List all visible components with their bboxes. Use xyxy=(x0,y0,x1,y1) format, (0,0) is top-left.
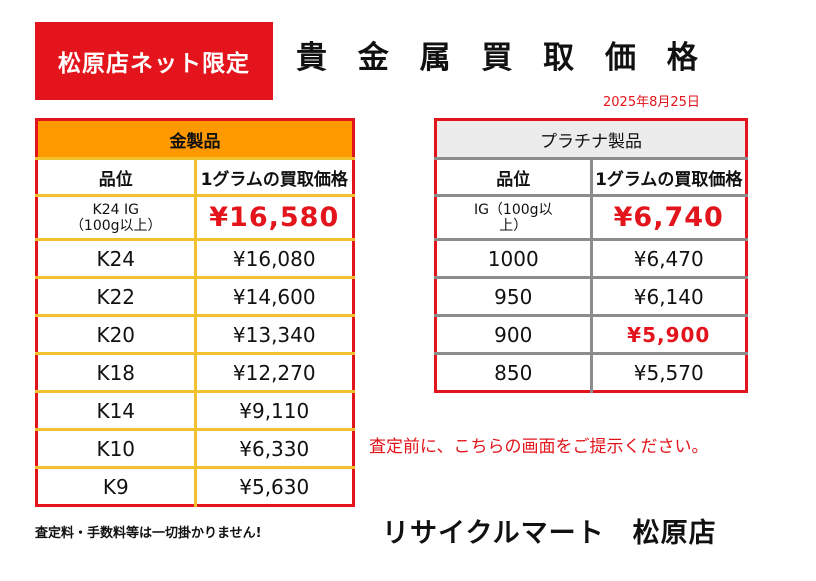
table-row: K9 ¥5,630 xyxy=(36,467,354,506)
table-row: 900 ¥5,900 xyxy=(435,315,747,355)
gold-price-cell: ¥16,580 xyxy=(195,195,354,241)
platinum-price-table: プラチナ製品 品位 1グラムの買取価格 IG（100g以 上） ¥6,740 10… xyxy=(434,118,748,393)
price-date: 2025年8月25日 xyxy=(603,95,700,110)
present-screen-note: 査定前に、こちらの画面をご提示ください。 xyxy=(369,437,709,457)
gold-price-cell: ¥6,330 xyxy=(195,429,354,469)
gold-price-cell: ¥9,110 xyxy=(195,391,354,431)
table-row: K14 ¥9,110 xyxy=(36,391,354,431)
table-row: K18 ¥12,270 xyxy=(36,353,354,393)
platinum-price-cell: ¥6,470 xyxy=(591,239,747,279)
gold-grade-cell: K9 xyxy=(36,467,197,506)
gold-price-cell: ¥14,600 xyxy=(195,277,354,317)
table-row: K10 ¥6,330 xyxy=(36,429,354,469)
gold-col-price-header: 1グラムの買取価格 xyxy=(195,158,354,197)
platinum-grade-cell: 950 xyxy=(435,277,593,317)
table-row: 1000 ¥6,470 xyxy=(435,239,747,279)
platinum-col-price-header: 1グラムの買取価格 xyxy=(591,158,747,197)
store-badge: 松原店ネット限定 xyxy=(35,22,273,100)
table-row: K20 ¥13,340 xyxy=(36,315,354,355)
gold-grade-cell: K18 xyxy=(36,353,197,393)
gold-grade-cell: K24 xyxy=(36,239,197,279)
platinum-grade-cell: 850 xyxy=(435,353,593,392)
gold-price-cell: ¥12,270 xyxy=(195,353,354,393)
platinum-col-grade-header: 品位 xyxy=(435,158,593,197)
gold-grade-cell: K10 xyxy=(36,429,197,469)
gold-price-cell: ¥5,630 xyxy=(239,474,310,499)
gold-grade-cell: K14 xyxy=(36,391,197,431)
table-row: 950 ¥6,140 xyxy=(435,277,747,317)
platinum-grade-cell: 900 xyxy=(435,315,593,355)
gold-grade-cell: K22 xyxy=(36,277,197,317)
platinum-price-cell: ¥5,570 xyxy=(633,360,704,385)
table-row: K22 ¥14,600 xyxy=(36,277,354,317)
platinum-table-title: プラチナ製品 xyxy=(435,119,747,160)
platinum-price-cell: ¥6,740 xyxy=(591,195,747,241)
table-row: K24 IG （100g以上） ¥16,580 xyxy=(36,195,354,241)
table-row: IG（100g以 上） ¥6,740 xyxy=(435,195,747,241)
gold-price-cell: ¥13,340 xyxy=(195,315,354,355)
gold-price-cell: ¥16,080 xyxy=(195,239,354,279)
gold-price-table: 金製品 品位 1グラムの買取価格 K24 IG （100g以上） ¥16,580 … xyxy=(35,118,355,507)
gold-grade-cell: K24 IG （100g以上） xyxy=(36,195,197,241)
platinum-price-cell: ¥5,900 xyxy=(591,315,747,355)
platinum-grade-cell: 1000 xyxy=(435,239,593,279)
page-title: 貴 金 属 買 取 価 格 xyxy=(296,40,708,76)
platinum-price-cell: ¥6,140 xyxy=(591,277,747,317)
table-row: K24 ¥16,080 xyxy=(36,239,354,279)
no-fee-notice: 査定料・手数料等は一切掛かりません! xyxy=(35,526,262,541)
store-name: リサイクルマート 松原店 xyxy=(382,518,717,549)
gold-grade-cell: K20 xyxy=(36,315,197,355)
gold-col-grade-header: 品位 xyxy=(36,158,197,197)
table-row: 850 ¥5,570 xyxy=(435,353,747,392)
gold-table-title: 金製品 xyxy=(36,119,354,160)
platinum-grade-cell: IG（100g以 上） xyxy=(435,195,593,241)
